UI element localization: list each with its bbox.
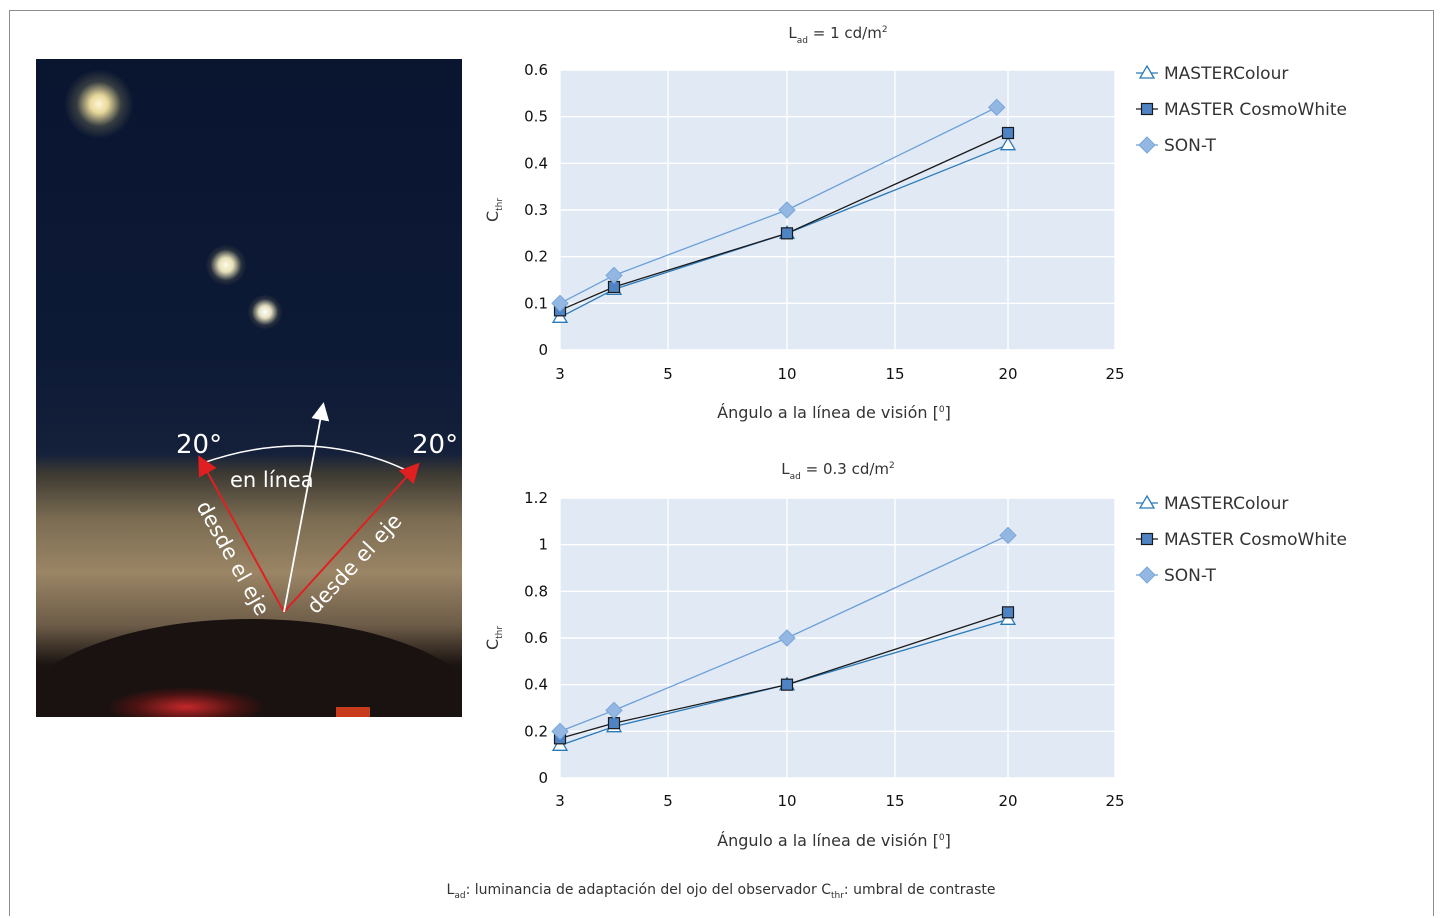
data-point bbox=[780, 678, 794, 691]
dashboard-lights bbox=[106, 687, 266, 717]
street-lamp-2 bbox=[206, 245, 246, 285]
data-point bbox=[551, 722, 569, 741]
data-point bbox=[999, 526, 1017, 545]
chart-2: 0 0.2 0.4 0.6 0.8 1 1.2 3 5 10 15 20 25 Lad = 0.3 cd/… bbox=[483, 460, 1347, 850]
legend-label: MASTERColour bbox=[1164, 64, 1288, 84]
legend-marker bbox=[1138, 64, 1156, 79]
x-tick-label: 5 bbox=[663, 365, 673, 383]
y-tick-label: 1 bbox=[538, 536, 548, 554]
road-night-photo: 20° 20° en línea desde el eje desde el e… bbox=[36, 59, 462, 717]
footnote-l: L bbox=[446, 882, 455, 898]
x-axis-label: Ángulo a la línea de visión [0] bbox=[717, 831, 951, 850]
x-tick-label: 10 bbox=[777, 792, 796, 810]
footnote-text2: : umbral de contraste bbox=[843, 882, 996, 898]
y-tick-label: 0.2 bbox=[524, 248, 548, 266]
view-angle-overlay: 20° 20° en línea desde el eje desde el e… bbox=[176, 402, 458, 620]
x-tick-label: 25 bbox=[1105, 792, 1124, 810]
data-point bbox=[605, 266, 623, 285]
y-tick-label: 0.8 bbox=[524, 582, 548, 600]
data-point bbox=[1001, 126, 1015, 140]
legend-marker bbox=[1138, 494, 1156, 509]
x-tick-label: 10 bbox=[777, 365, 796, 383]
series-line-2 bbox=[559, 611, 1009, 739]
y-tick-label: 0.5 bbox=[524, 108, 548, 126]
data-point bbox=[778, 201, 796, 219]
y-tick-label: 0 bbox=[538, 769, 548, 787]
data-point bbox=[607, 717, 621, 730]
x-tick-label: 3 bbox=[555, 365, 565, 383]
dashboard-display bbox=[336, 707, 370, 717]
x-tick-label: 3 bbox=[555, 792, 565, 810]
y-axis-label: Cthr bbox=[483, 626, 505, 650]
series-line-1 bbox=[559, 618, 1009, 746]
footnote-text1: : luminancia de adaptación del ojo del o… bbox=[465, 882, 822, 898]
footnote: Lad: luminancia de adaptación del ojo de… bbox=[0, 882, 1442, 901]
y-tick-label: 1.2 bbox=[524, 489, 548, 507]
y-tick-label: 0.6 bbox=[524, 61, 548, 79]
chart-title: Lad = 0.3 cd/m2 bbox=[781, 460, 895, 482]
x-tick-label: 25 bbox=[1105, 365, 1124, 383]
right-offaxis-arrow bbox=[283, 462, 420, 613]
y-tick-label: 0.4 bbox=[524, 676, 548, 694]
data-point bbox=[987, 98, 1006, 117]
right-angle-label: 20° bbox=[412, 430, 458, 460]
y-tick-label: 0.3 bbox=[524, 201, 548, 219]
legend-label: SON-T bbox=[1164, 136, 1216, 156]
y-tick-label: 0.2 bbox=[524, 722, 548, 740]
chart-title: Lad = 1 cd/m2 bbox=[788, 24, 887, 46]
data-point bbox=[605, 701, 623, 720]
data-point bbox=[999, 136, 1017, 151]
left-angle-label: 20° bbox=[176, 430, 222, 460]
data-point bbox=[1001, 606, 1015, 619]
series-line-1 bbox=[559, 144, 1009, 318]
x-tick-label: 15 bbox=[885, 365, 904, 383]
data-point bbox=[551, 294, 569, 313]
x-tick-label: 20 bbox=[998, 792, 1017, 810]
legend-marker bbox=[1138, 566, 1156, 584]
x-tick-label: 20 bbox=[998, 365, 1017, 383]
legend-label: MASTER CosmoWhite bbox=[1164, 530, 1347, 550]
y-tick-label: 0.4 bbox=[524, 154, 548, 172]
street-lamp-3 bbox=[248, 295, 282, 329]
footnote-l-sub: ad bbox=[454, 890, 466, 901]
chart-1: 0 0.1 0.2 0.3 0.4 0.5 0.6 3 5 10 15 20 25 Lad = 1 cd/… bbox=[483, 24, 1347, 422]
y-tick-label: 0.1 bbox=[524, 294, 548, 312]
y-axis-label: Cthr bbox=[483, 198, 505, 222]
legend-label: SON-T bbox=[1164, 566, 1216, 586]
footnote-c: C bbox=[821, 882, 831, 898]
legend-marker bbox=[1140, 532, 1154, 546]
legend-marker bbox=[1140, 102, 1154, 116]
x-tick-label: 5 bbox=[663, 792, 673, 810]
data-point bbox=[780, 227, 794, 240]
left-offaxis-arrow bbox=[198, 455, 285, 613]
center-line-label: en línea bbox=[230, 468, 314, 492]
legend-marker bbox=[1138, 136, 1156, 154]
x-tick-label: 15 bbox=[885, 792, 904, 810]
center-arrow bbox=[283, 402, 330, 613]
x-axis-label: Ángulo a la línea de visión [0] bbox=[717, 403, 951, 422]
data-point bbox=[778, 629, 796, 647]
footnote-c-sub: thr bbox=[830, 890, 844, 901]
y-tick-label: 0 bbox=[538, 341, 548, 359]
angle-arc bbox=[199, 445, 411, 473]
series-line-3 bbox=[559, 106, 997, 304]
series-line-2 bbox=[559, 132, 1009, 311]
street-lamp-1 bbox=[64, 69, 134, 139]
figure-frame bbox=[9, 10, 1434, 916]
legend-label: MASTER CosmoWhite bbox=[1164, 100, 1347, 120]
series-line-3 bbox=[559, 534, 1009, 732]
legend-label: MASTERColour bbox=[1164, 494, 1288, 514]
y-tick-label: 0.6 bbox=[524, 629, 548, 647]
